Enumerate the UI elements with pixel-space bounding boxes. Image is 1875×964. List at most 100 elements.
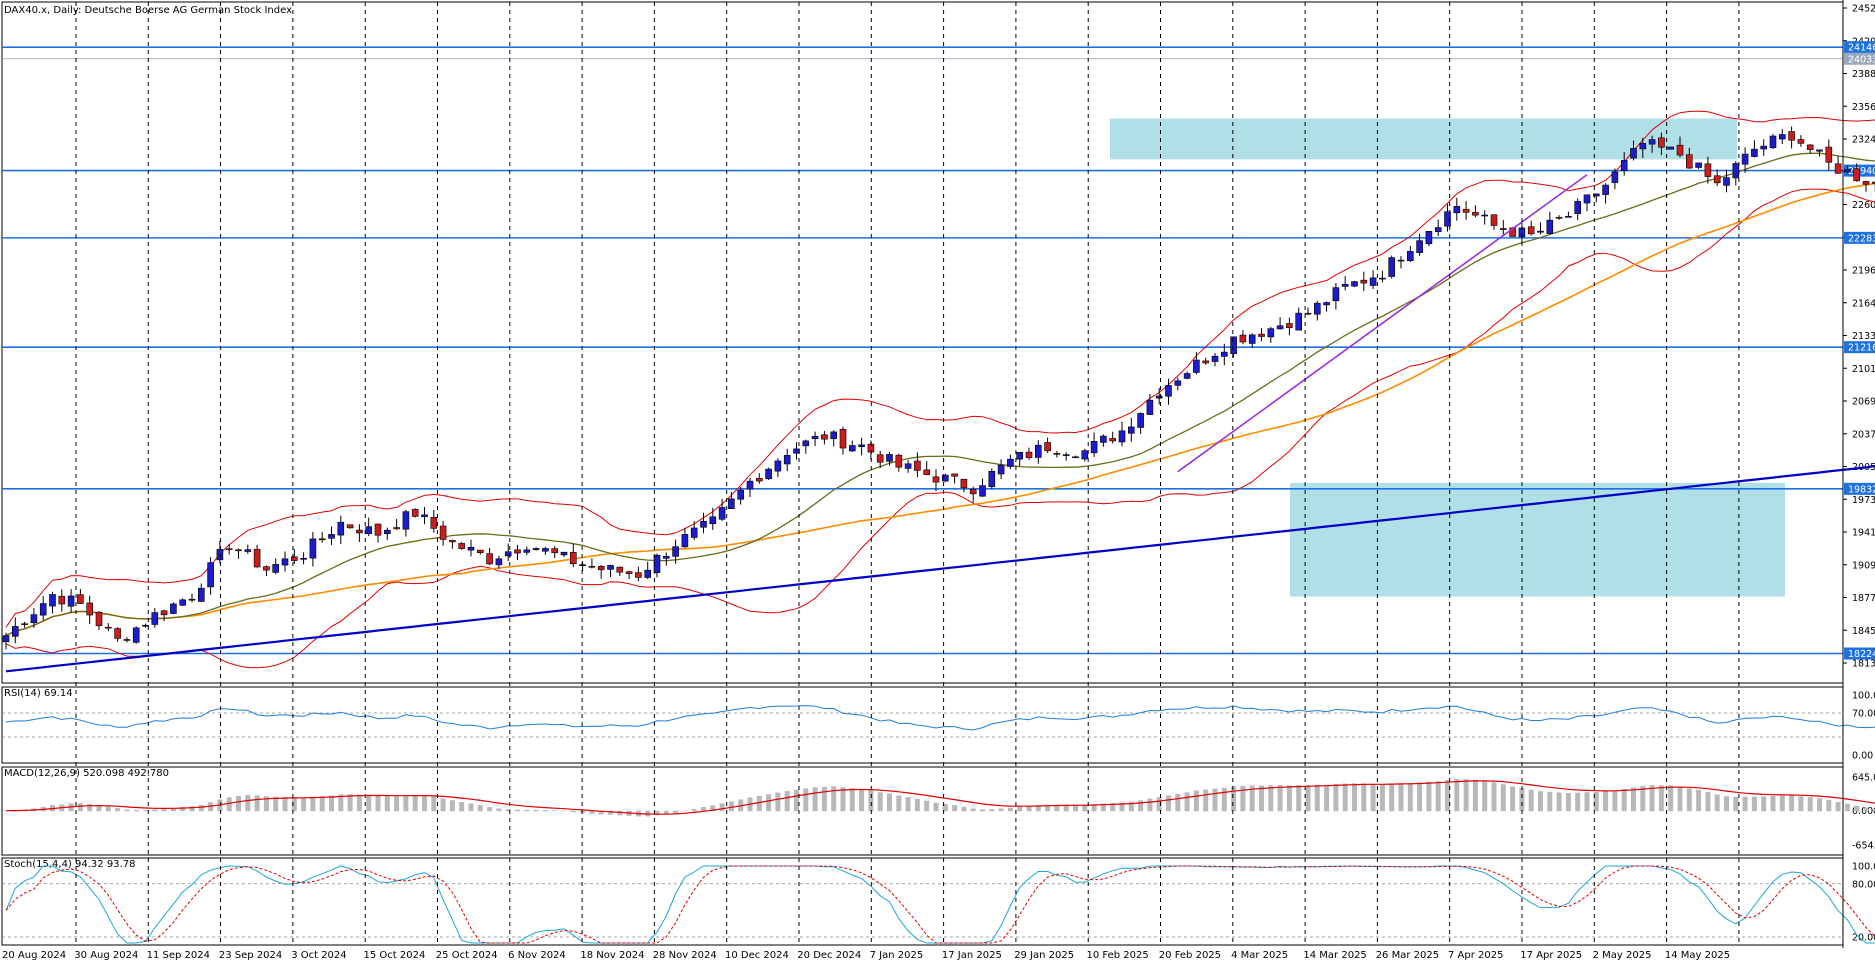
- candle-body[interactable]: [1118, 430, 1126, 443]
- candle-body[interactable]: [1658, 137, 1665, 148]
- candle-body[interactable]: [1258, 333, 1265, 337]
- candle-body[interactable]: [216, 549, 224, 561]
- candle-body[interactable]: [1016, 452, 1024, 460]
- candle-body[interactable]: [1555, 216, 1563, 219]
- candle-body[interactable]: [904, 463, 912, 469]
- candle-body[interactable]: [886, 454, 893, 462]
- candle-body[interactable]: [1723, 177, 1730, 186]
- candle-body[interactable]: [1155, 395, 1163, 399]
- candle-body[interactable]: [1053, 453, 1061, 455]
- candle-body[interactable]: [458, 543, 466, 549]
- candle-body[interactable]: [188, 598, 196, 601]
- stoch-pane[interactable]: Stoch(15,4,4) 94.32 93.78 100.00 80.00 20.…: [1, 857, 1875, 946]
- candle-body[interactable]: [1007, 458, 1014, 467]
- candle-body[interactable]: [932, 476, 940, 483]
- candle-body[interactable]: [328, 534, 335, 539]
- candle-body[interactable]: [1286, 323, 1293, 329]
- candle-body[interactable]: [1397, 259, 1405, 262]
- candle-body[interactable]: [969, 489, 977, 495]
- candle-body[interactable]: [1100, 435, 1107, 443]
- candle-body[interactable]: [1537, 230, 1544, 233]
- candle-body[interactable]: [300, 558, 307, 560]
- candle-body[interactable]: [1611, 171, 1619, 183]
- candle-body[interactable]: [105, 626, 112, 629]
- candle-body[interactable]: [1472, 212, 1479, 216]
- candle-body[interactable]: [923, 469, 931, 475]
- candle-body[interactable]: [67, 595, 75, 607]
- candle-body[interactable]: [1565, 216, 1572, 218]
- candle-body[interactable]: [1211, 355, 1219, 362]
- candle-body[interactable]: [356, 529, 363, 534]
- candle-body[interactable]: [1741, 153, 1749, 165]
- candle-body[interactable]: [1453, 206, 1461, 214]
- candle-body[interactable]: [1267, 328, 1275, 338]
- candle-body[interactable]: [179, 599, 186, 606]
- candle-body[interactable]: [1351, 281, 1358, 287]
- candle-body[interactable]: [21, 623, 28, 625]
- candle-body[interactable]: [207, 562, 214, 588]
- candle-body[interactable]: [318, 538, 326, 541]
- candle-body[interactable]: [1713, 175, 1721, 184]
- candle-body[interactable]: [1090, 441, 1098, 454]
- candle-body[interactable]: [123, 639, 131, 641]
- candle-body[interactable]: [30, 614, 38, 624]
- candle-body[interactable]: [1490, 214, 1498, 226]
- candle-body[interactable]: [542, 548, 549, 552]
- candle-body[interactable]: [77, 594, 84, 604]
- candle-body[interactable]: [151, 612, 159, 625]
- candle-body[interactable]: [1527, 226, 1535, 235]
- candle-body[interactable]: [635, 572, 642, 578]
- candle-body[interactable]: [1239, 334, 1247, 343]
- candle-body[interactable]: [1583, 194, 1591, 204]
- candle-body[interactable]: [1816, 149, 1823, 152]
- candle-body[interactable]: [997, 464, 1005, 475]
- candle-body[interactable]: [1035, 444, 1042, 458]
- candle-body[interactable]: [467, 547, 475, 551]
- candle-body[interactable]: [1648, 139, 1656, 145]
- candle-body[interactable]: [272, 564, 280, 573]
- candle-body[interactable]: [728, 498, 735, 509]
- candle-body[interactable]: [495, 558, 503, 566]
- candle-body[interactable]: [597, 566, 605, 571]
- candle-body[interactable]: [1834, 163, 1842, 174]
- candle-body[interactable]: [430, 517, 438, 529]
- candle-body[interactable]: [1779, 134, 1786, 140]
- candle-body[interactable]: [700, 520, 707, 528]
- candle-body[interactable]: [1276, 325, 1284, 330]
- candle-body[interactable]: [253, 548, 261, 568]
- candle-body[interactable]: [1574, 201, 1581, 214]
- candle-body[interactable]: [941, 474, 949, 482]
- candle-body[interactable]: [1193, 359, 1200, 373]
- candle-body[interactable]: [1044, 442, 1051, 452]
- candle-body[interactable]: [402, 511, 410, 530]
- candle-body[interactable]: [774, 460, 782, 472]
- candle-body[interactable]: [718, 507, 726, 520]
- candle-body[interactable]: [1407, 251, 1414, 262]
- candle-body[interactable]: [1128, 426, 1135, 434]
- candle-body[interactable]: [1806, 144, 1814, 150]
- candle-body[interactable]: [1434, 227, 1442, 232]
- candle-body[interactable]: [1593, 193, 1600, 197]
- candle-body[interactable]: [1388, 257, 1395, 277]
- candle-body[interactable]: [1230, 336, 1237, 354]
- candle-body[interactable]: [1183, 373, 1191, 379]
- candle-body[interactable]: [755, 478, 763, 482]
- candle-body[interactable]: [1174, 380, 1182, 386]
- candle-body[interactable]: [895, 454, 903, 468]
- candle-body[interactable]: [290, 556, 298, 561]
- candle-body[interactable]: [588, 565, 596, 568]
- candle-body[interactable]: [1369, 277, 1377, 286]
- candle-body[interactable]: [383, 529, 391, 534]
- candle-body[interactable]: [365, 526, 373, 535]
- candle-body[interactable]: [1481, 214, 1488, 217]
- candle-body[interactable]: [914, 460, 921, 471]
- candle-body[interactable]: [1630, 148, 1637, 159]
- candle-body[interactable]: [95, 611, 103, 627]
- candle-body[interactable]: [709, 516, 717, 525]
- candle-body[interactable]: [1062, 454, 1070, 456]
- candle-body[interactable]: [235, 549, 242, 552]
- candle-body[interactable]: [337, 521, 345, 536]
- candle-body[interactable]: [244, 549, 252, 552]
- candle-body[interactable]: [765, 468, 772, 480]
- candle-body[interactable]: [1221, 351, 1228, 357]
